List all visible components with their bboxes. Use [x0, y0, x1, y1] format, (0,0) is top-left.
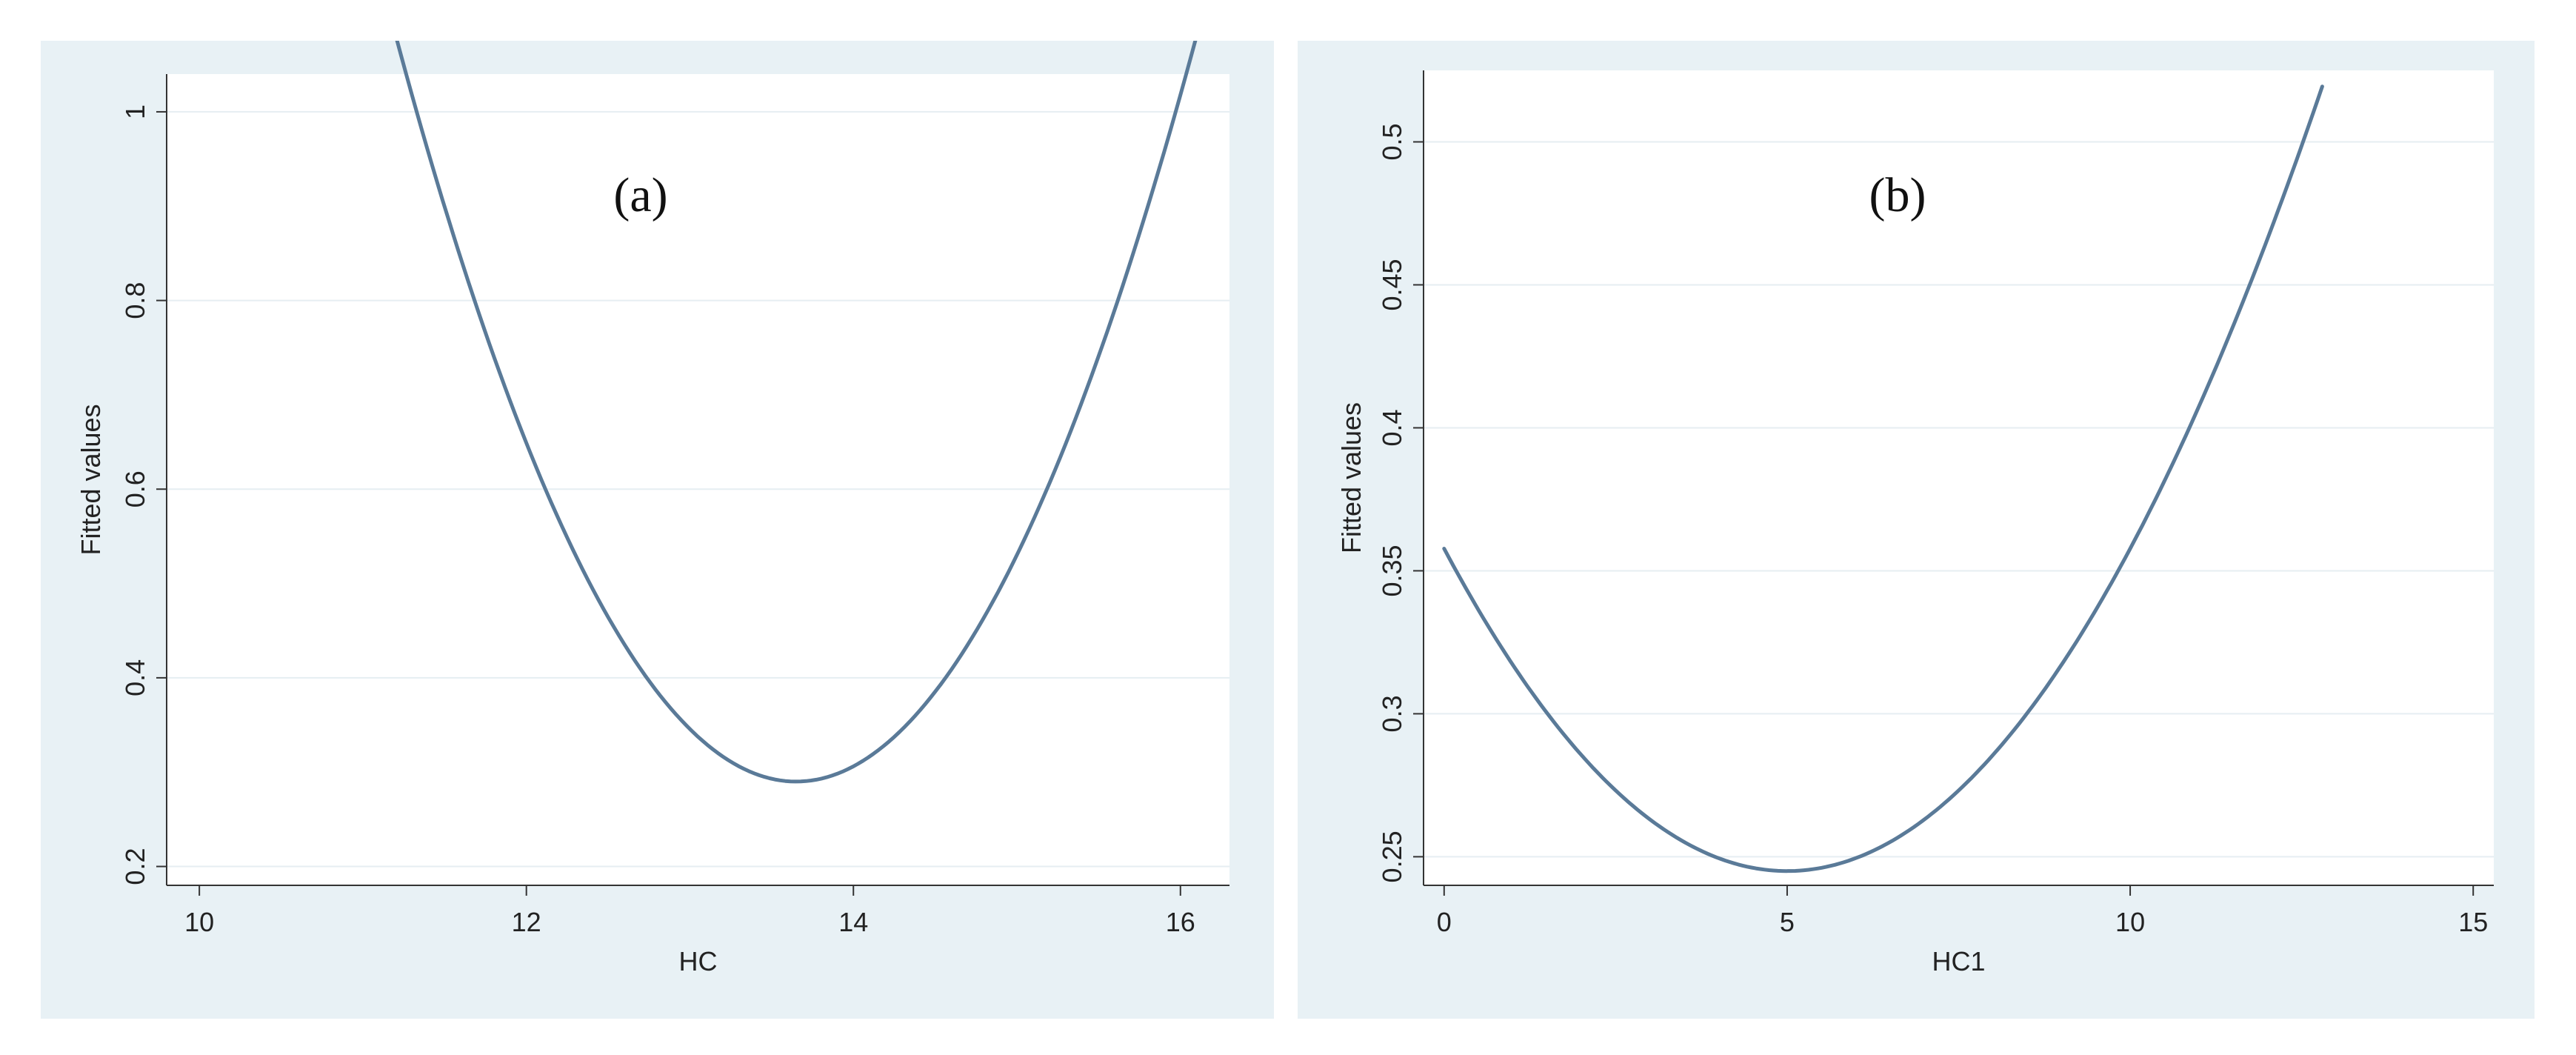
y-tick-label-1: 0.4 [120, 659, 150, 696]
fitted-curve [1442, 84, 2324, 873]
y-tick-label-3: 0.4 [1377, 409, 1407, 446]
x-tick-label-2: 10 [2115, 907, 2145, 937]
y-tick-label-2: 0.6 [120, 470, 150, 507]
y-tick-label-5: 0.5 [1377, 123, 1407, 160]
y-tick-label-1: 0.3 [1377, 695, 1407, 732]
chart-b-svg: 0.25 0.3 0.35 0.4 0.45 0.5 0 5 10 15 HC1 Fitted val… [1336, 70, 2494, 976]
panel-label: (a) [613, 168, 667, 222]
chart-panel-a: 0.2 0.4 0.6 0.8 1 10 12 14 16 HC Fitted values (a) [41, 41, 1274, 1019]
x-tick-label-3: 16 [1166, 907, 1195, 937]
y-tick-label-2: 0.35 [1377, 545, 1407, 596]
chart-a-svg: 0.2 0.4 0.6 0.8 1 10 12 14 16 HC Fitted values (a) [76, 41, 1229, 976]
x-tick-label-2: 14 [838, 907, 868, 937]
y-tick-label-0: 0.2 [120, 848, 150, 885]
x-axis-title: HC1 [1932, 946, 1985, 976]
x-tick-label-0: 10 [184, 907, 214, 937]
y-tick-label-4: 0.45 [1377, 259, 1407, 310]
fitted-curve [395, 41, 1198, 784]
y-tick-label-4: 1 [120, 104, 150, 119]
y-axis-title: Fitted values [1336, 402, 1367, 553]
y-axis-title: Fitted values [76, 404, 106, 555]
chart-panel-b: 0.25 0.3 0.35 0.4 0.45 0.5 0 5 10 15 HC1 Fitted val… [1298, 41, 2535, 1019]
y-tick-label-3: 0.8 [120, 282, 150, 319]
x-tick-label-1: 5 [1780, 907, 1795, 937]
x-axis-title: HC [679, 946, 718, 976]
y-tick-label-0: 0.25 [1377, 831, 1407, 882]
panel-label: (b) [1869, 168, 1926, 222]
x-tick-label-1: 12 [512, 907, 541, 937]
plot-area [1424, 70, 2494, 885]
x-tick-label-3: 15 [2458, 907, 2488, 937]
plot-area [167, 74, 1229, 885]
x-tick-label-0: 0 [1437, 907, 1452, 937]
